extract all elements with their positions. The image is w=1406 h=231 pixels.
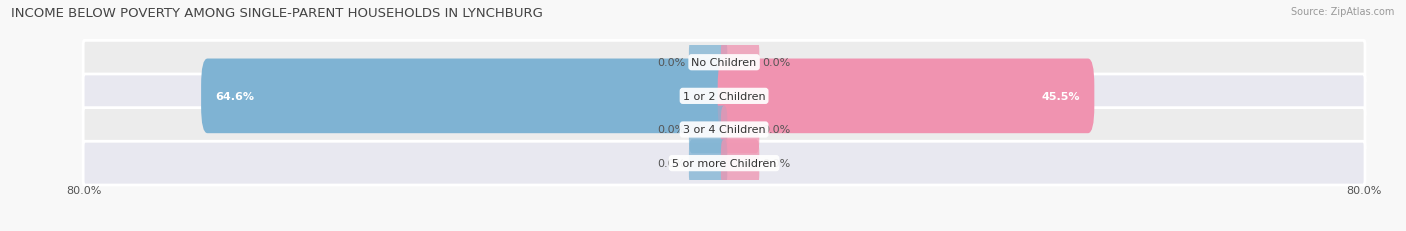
- Text: 0.0%: 0.0%: [762, 158, 790, 168]
- Text: INCOME BELOW POVERTY AMONG SINGLE-PARENT HOUSEHOLDS IN LYNCHBURG: INCOME BELOW POVERTY AMONG SINGLE-PARENT…: [11, 7, 543, 20]
- FancyBboxPatch shape: [201, 59, 731, 134]
- FancyBboxPatch shape: [689, 106, 727, 154]
- Text: Source: ZipAtlas.com: Source: ZipAtlas.com: [1291, 7, 1395, 17]
- FancyBboxPatch shape: [721, 140, 759, 187]
- Text: 1 or 2 Children: 1 or 2 Children: [683, 91, 765, 101]
- Text: 0.0%: 0.0%: [762, 125, 790, 135]
- Text: 0.0%: 0.0%: [658, 158, 686, 168]
- FancyBboxPatch shape: [83, 142, 1365, 185]
- FancyBboxPatch shape: [689, 39, 727, 87]
- Text: No Children: No Children: [692, 58, 756, 68]
- FancyBboxPatch shape: [83, 75, 1365, 118]
- FancyBboxPatch shape: [721, 39, 759, 87]
- Text: 3 or 4 Children: 3 or 4 Children: [683, 125, 765, 135]
- FancyBboxPatch shape: [83, 41, 1365, 85]
- Text: 0.0%: 0.0%: [658, 58, 686, 68]
- Text: 0.0%: 0.0%: [762, 58, 790, 68]
- FancyBboxPatch shape: [721, 106, 759, 154]
- Text: 5 or more Children: 5 or more Children: [672, 158, 776, 168]
- Text: 64.6%: 64.6%: [215, 91, 254, 101]
- FancyBboxPatch shape: [717, 59, 1094, 134]
- Text: 45.5%: 45.5%: [1042, 91, 1080, 101]
- FancyBboxPatch shape: [83, 108, 1365, 152]
- Text: 0.0%: 0.0%: [658, 125, 686, 135]
- FancyBboxPatch shape: [689, 140, 727, 187]
